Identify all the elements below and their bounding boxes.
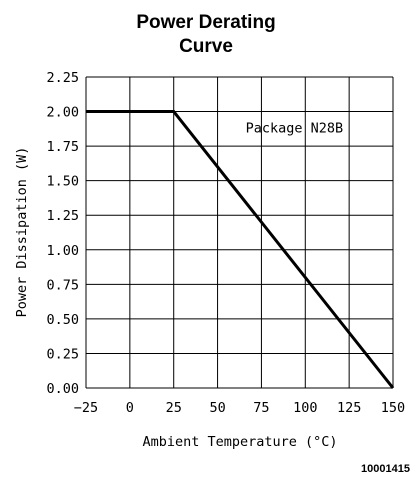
y-tick-label: 2.25 bbox=[46, 70, 79, 86]
x-tick-label: 100 bbox=[293, 400, 317, 416]
y-tick-label: 1.00 bbox=[46, 243, 79, 259]
x-tick-label: 125 bbox=[337, 400, 361, 416]
series bbox=[86, 110, 395, 389]
y-tick-label: 1.75 bbox=[46, 139, 79, 155]
y-tick-label: 1.50 bbox=[46, 174, 79, 190]
x-axis-label: Ambient Temperature (°C) bbox=[142, 434, 337, 450]
x-tick-label: 25 bbox=[166, 400, 182, 416]
chart-title-line-2: Curve bbox=[179, 36, 233, 57]
x-tick-label: 75 bbox=[253, 400, 269, 416]
y-tick-label: 0.75 bbox=[46, 277, 79, 293]
x-tick-label: 50 bbox=[209, 400, 225, 416]
tick-labels: −25 0 25 50 75 100 125 150 0.00 0.25 0.50 0.75 1.00 1… bbox=[46, 70, 405, 416]
x-tick-label: −25 bbox=[74, 400, 98, 416]
x-tick-label: 0 bbox=[126, 400, 134, 416]
annotations: Package N28B bbox=[246, 120, 344, 136]
y-tick-label: 0.25 bbox=[46, 346, 79, 362]
y-tick-label: 0.50 bbox=[46, 312, 79, 328]
y-tick-label: 2.00 bbox=[46, 105, 79, 121]
y-tick-label: 1.25 bbox=[46, 208, 79, 224]
x-tick-label: 150 bbox=[381, 400, 405, 416]
figure-id: 10001415 bbox=[361, 463, 410, 475]
y-axis-label: Power Dissipation (W) bbox=[14, 147, 30, 318]
chart-title-line-1: Power Derating bbox=[136, 12, 275, 33]
y-tick-label: 0.00 bbox=[46, 381, 79, 397]
derating-curve-line bbox=[86, 110, 395, 389]
grid bbox=[85, 76, 394, 389]
package-annotation: Package N28B bbox=[246, 120, 344, 136]
